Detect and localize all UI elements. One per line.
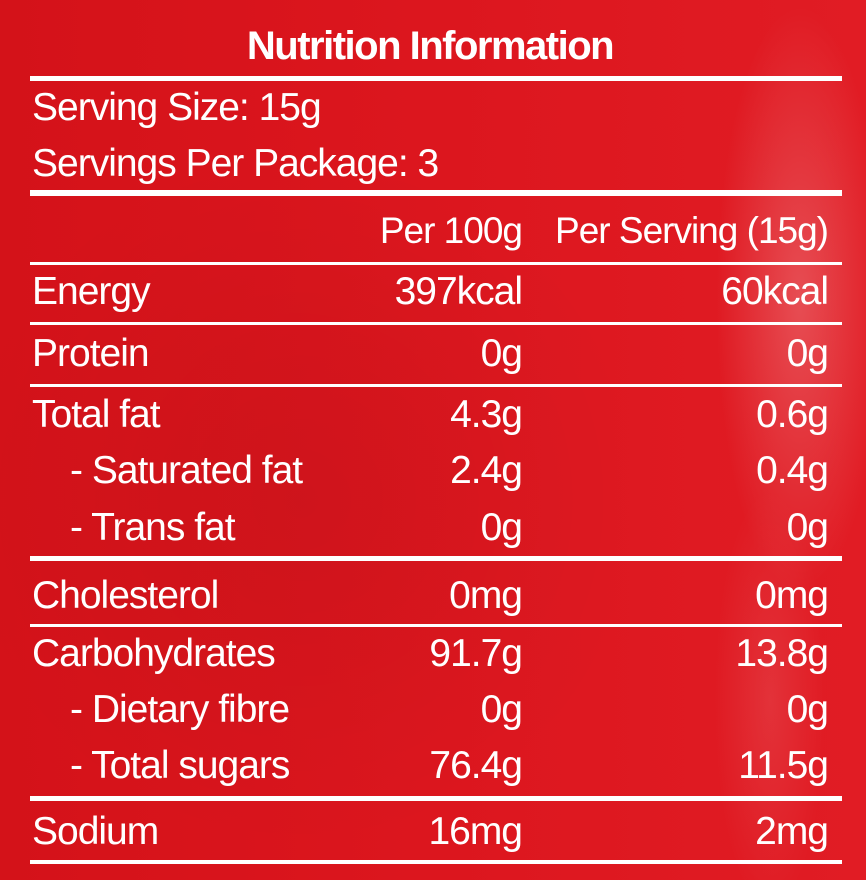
divider-title (30, 76, 842, 81)
row-label-total-sugars: - Total sugars (70, 744, 290, 787)
row-label-trans-fat: - Trans fat (70, 506, 236, 549)
divider-fat (30, 556, 842, 561)
nutrition-panel: Nutrition Information Serving Size: 15g … (16, 4, 844, 866)
value-per100-saturated-fat: 2.4g (450, 449, 523, 492)
column-header-per-serving: Per Serving (15g) (555, 210, 829, 251)
value-per100-trans-fat: 0g (480, 506, 523, 549)
value-per100-sodium: 16mg (428, 810, 523, 853)
value-perserving-cholesterol: 0mg (755, 574, 829, 617)
row-label-total-fat: Total fat (32, 393, 161, 436)
value-perserving-dietary-fibre: 0g (786, 688, 829, 731)
serving-size: Serving Size: 15g (32, 86, 322, 129)
row-label-saturated-fat: - Saturated fat (70, 449, 303, 492)
row-label-energy: Energy (32, 270, 151, 313)
divider-servings (30, 190, 842, 196)
value-perserving-total-sugars: 11.5g (738, 744, 829, 787)
value-perserving-carbohydrates: 13.8g (735, 632, 829, 675)
value-per100-energy: 397kcal (394, 270, 523, 313)
value-perserving-total-fat: 0.6g (756, 393, 829, 436)
value-perserving-saturated-fat: 0.4g (756, 449, 829, 492)
row-label-cholesterol: Cholesterol (32, 574, 219, 617)
value-per100-total-fat: 4.3g (450, 393, 523, 436)
divider-header (30, 262, 842, 265)
value-per100-carbohydrates: 91.7g (429, 632, 523, 675)
column-header-per-100g: Per 100g (379, 210, 523, 251)
divider-bottom (30, 860, 842, 864)
row-label-sodium: Sodium (32, 810, 159, 853)
value-per100-total-sugars: 76.4g (429, 744, 523, 787)
divider-energy (30, 322, 842, 325)
divider-cholesterol (30, 624, 842, 627)
value-per100-cholesterol: 0mg (449, 574, 523, 617)
panel-title: Nutrition Information (246, 24, 615, 68)
row-label-carbohydrates: Carbohydrates (32, 632, 276, 675)
row-label-dietary-fibre: - Dietary fibre (70, 688, 290, 731)
value-perserving-trans-fat: 0g (786, 506, 829, 549)
divider-carbohydrates (30, 796, 842, 801)
row-label-protein: Protein (32, 332, 150, 375)
value-per100-dietary-fibre: 0g (480, 688, 523, 731)
servings-per-package: Servings Per Package: 3 (32, 142, 439, 185)
value-perserving-protein: 0g (786, 332, 829, 375)
value-per100-protein: 0g (480, 332, 523, 375)
divider-protein (30, 384, 842, 387)
value-perserving-energy: 60kcal (721, 270, 829, 313)
value-perserving-sodium: 2mg (755, 810, 829, 853)
